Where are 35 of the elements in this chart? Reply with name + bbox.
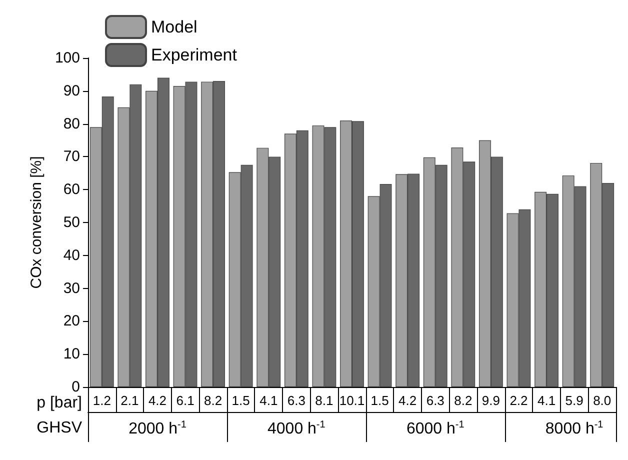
x-tick-label: 5.9 bbox=[565, 393, 584, 408]
text: GHSV bbox=[36, 420, 82, 436]
x-tick-label: 6.3 bbox=[426, 393, 444, 408]
y-tick-label: 60 bbox=[63, 181, 80, 198]
x-tick-label: 8.2 bbox=[204, 393, 222, 408]
y-tick-label: 50 bbox=[63, 214, 80, 231]
legend-label: Model bbox=[151, 18, 198, 36]
x-tick-label: 4.1 bbox=[537, 393, 556, 408]
x-tick-label: 1.2 bbox=[92, 393, 111, 408]
x-tick-label: 9.9 bbox=[482, 393, 500, 408]
legend-label: Experiment bbox=[151, 46, 238, 64]
y-tick-label: 10 bbox=[63, 346, 80, 363]
y-tick-label: 0 bbox=[72, 378, 80, 396]
x-axis-title: p [bar] bbox=[36, 394, 82, 412]
y-axis-title: COx conversion [%] bbox=[28, 156, 46, 289]
y-tick-label: 20 bbox=[63, 312, 80, 330]
x-tick-label: 1.5 bbox=[232, 393, 250, 408]
y-tick-label: 100 bbox=[54, 50, 80, 66]
x-tick-label: 8.2 bbox=[454, 393, 472, 408]
x-tick-label: 4.1 bbox=[260, 393, 278, 408]
x-tick-label: 4.2 bbox=[148, 393, 167, 408]
x-tick-label: 6.1 bbox=[176, 393, 194, 408]
x-tick-label: 4.2 bbox=[398, 393, 417, 408]
x-tick-label: 8.1 bbox=[315, 393, 334, 408]
x-tick-label: 8.0 bbox=[593, 393, 612, 408]
x-tick-label: 1.5 bbox=[370, 393, 389, 408]
y-tick-label: 90 bbox=[63, 82, 80, 100]
x-tick-label: 2.2 bbox=[510, 393, 528, 408]
y-tick-label: 40 bbox=[63, 246, 80, 264]
x-tick-label: 2.1 bbox=[120, 393, 139, 408]
x-tick-label: 10.1 bbox=[339, 393, 365, 408]
y-tick-label: 70 bbox=[63, 148, 80, 166]
x-tick-label: 6.3 bbox=[287, 393, 306, 408]
y-tick-label: 30 bbox=[63, 280, 80, 297]
y-tick-label: 80 bbox=[63, 115, 80, 132]
